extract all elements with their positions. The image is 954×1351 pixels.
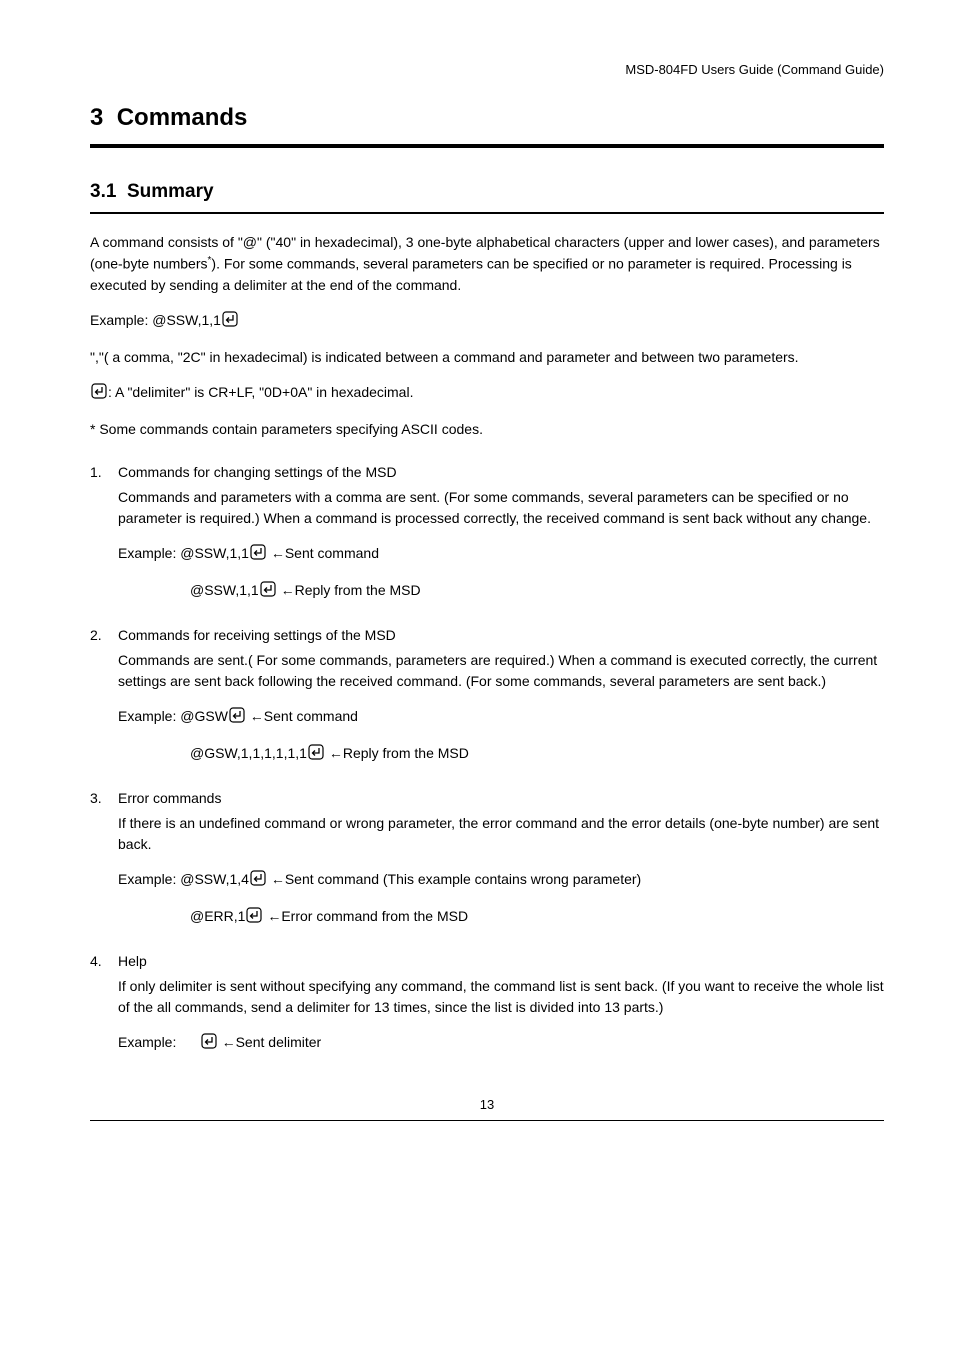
header-doc-title: MSD-804FD Users Guide (Command Guide) — [90, 60, 884, 80]
section-title-text: Commands — [117, 104, 248, 131]
enter-icon — [246, 907, 262, 929]
asterisk-note: * Some commands contain parameters speci… — [90, 419, 884, 440]
list-item-1: 1. Commands for changing settings of the… — [90, 462, 884, 483]
example-after: ←Sent command — [267, 545, 379, 561]
item-reply: @GSW,1,1,1,1,1,1 ←Reply from the MSD — [90, 743, 884, 766]
reply-after: ←Reply from the MSD — [325, 745, 469, 761]
enter-icon — [308, 744, 324, 766]
item-example: Example: @GSW ←Sent command — [90, 706, 884, 729]
item-example: Example: @SSW,1,4 ←Sent command (This ex… — [90, 869, 884, 892]
intro-example-text: Example: @SSW,1,1 — [90, 312, 221, 328]
example-text: Example: @SSW,1,1 — [118, 545, 249, 561]
list-item-2: 2. Commands for receiving settings of th… — [90, 625, 884, 646]
delimiter-note-text: : A "delimiter" is CR+LF, "0D+0A" in hex… — [108, 384, 413, 400]
item-title: Commands for changing settings of the MS… — [118, 462, 397, 483]
reply-after: ←Reply from the MSD — [277, 582, 421, 598]
example-after: ←Sent command (This example contains wro… — [267, 871, 641, 887]
item-number: 1. — [90, 462, 118, 483]
example-after: ←Sent command — [246, 708, 358, 724]
enter-icon — [250, 870, 266, 892]
list-item-3: 3. Error commands — [90, 788, 884, 809]
item-reply: @ERR,1 ←Error command from the MSD — [90, 906, 884, 929]
example-text: Example: @SSW,1,4 — [118, 871, 249, 887]
item-body: Commands are sent.( For some commands, p… — [90, 650, 884, 692]
enter-icon — [250, 544, 266, 566]
enter-icon — [229, 707, 245, 729]
item-example: Example: ←Sent delimiter — [90, 1032, 884, 1055]
enter-icon — [260, 581, 276, 603]
intro-example: Example: @SSW,1,1 — [90, 310, 884, 333]
subsection-rule — [90, 212, 884, 214]
item-body: If there is an undefined command or wron… — [90, 813, 884, 855]
item-title: Commands for receiving settings of the M… — [118, 625, 396, 646]
footer-rule — [90, 1120, 884, 1121]
item-number: 2. — [90, 625, 118, 646]
example-after: ←Sent delimiter — [218, 1034, 321, 1050]
item-example: Example: @SSW,1,1 ←Sent command — [90, 543, 884, 566]
item-number: 4. — [90, 951, 118, 972]
item-body: Commands and parameters with a comma are… — [90, 487, 884, 529]
reply-after: ←Error command from the MSD — [263, 908, 468, 924]
comma-note: ","( a comma, "2C" in hexadecimal) is in… — [90, 347, 884, 368]
section-rule — [90, 144, 884, 148]
subsection-title-text: Summary — [127, 181, 214, 202]
delimiter-note: : A "delimiter" is CR+LF, "0D+0A" in hex… — [90, 382, 884, 405]
example-text: Example: @GSW — [118, 708, 228, 724]
intro-paragraph: A command consists of "@" ("40" in hexad… — [90, 232, 884, 296]
item-title: Error commands — [118, 788, 221, 809]
reply-text: @ERR,1 — [190, 908, 245, 924]
enter-icon — [222, 311, 238, 333]
section-heading: 3 Commands — [90, 100, 884, 144]
list-item-4: 4. Help — [90, 951, 884, 972]
reply-text: @SSW,1,1 — [190, 582, 259, 598]
section-number: 3 — [90, 104, 103, 131]
reply-text: @GSW,1,1,1,1,1,1 — [190, 745, 307, 761]
enter-icon — [201, 1033, 217, 1055]
subsection-number: 3.1 — [90, 181, 116, 202]
page-number: 13 — [90, 1095, 884, 1115]
enter-icon — [91, 383, 107, 405]
item-reply: @SSW,1,1 ←Reply from the MSD — [90, 580, 884, 603]
item-title: Help — [118, 951, 147, 972]
item-number: 3. — [90, 788, 118, 809]
subsection-heading: 3.1 Summary — [90, 178, 884, 213]
item-body: If only delimiter is sent without specif… — [90, 976, 884, 1018]
example-text: Example: — [118, 1034, 176, 1050]
